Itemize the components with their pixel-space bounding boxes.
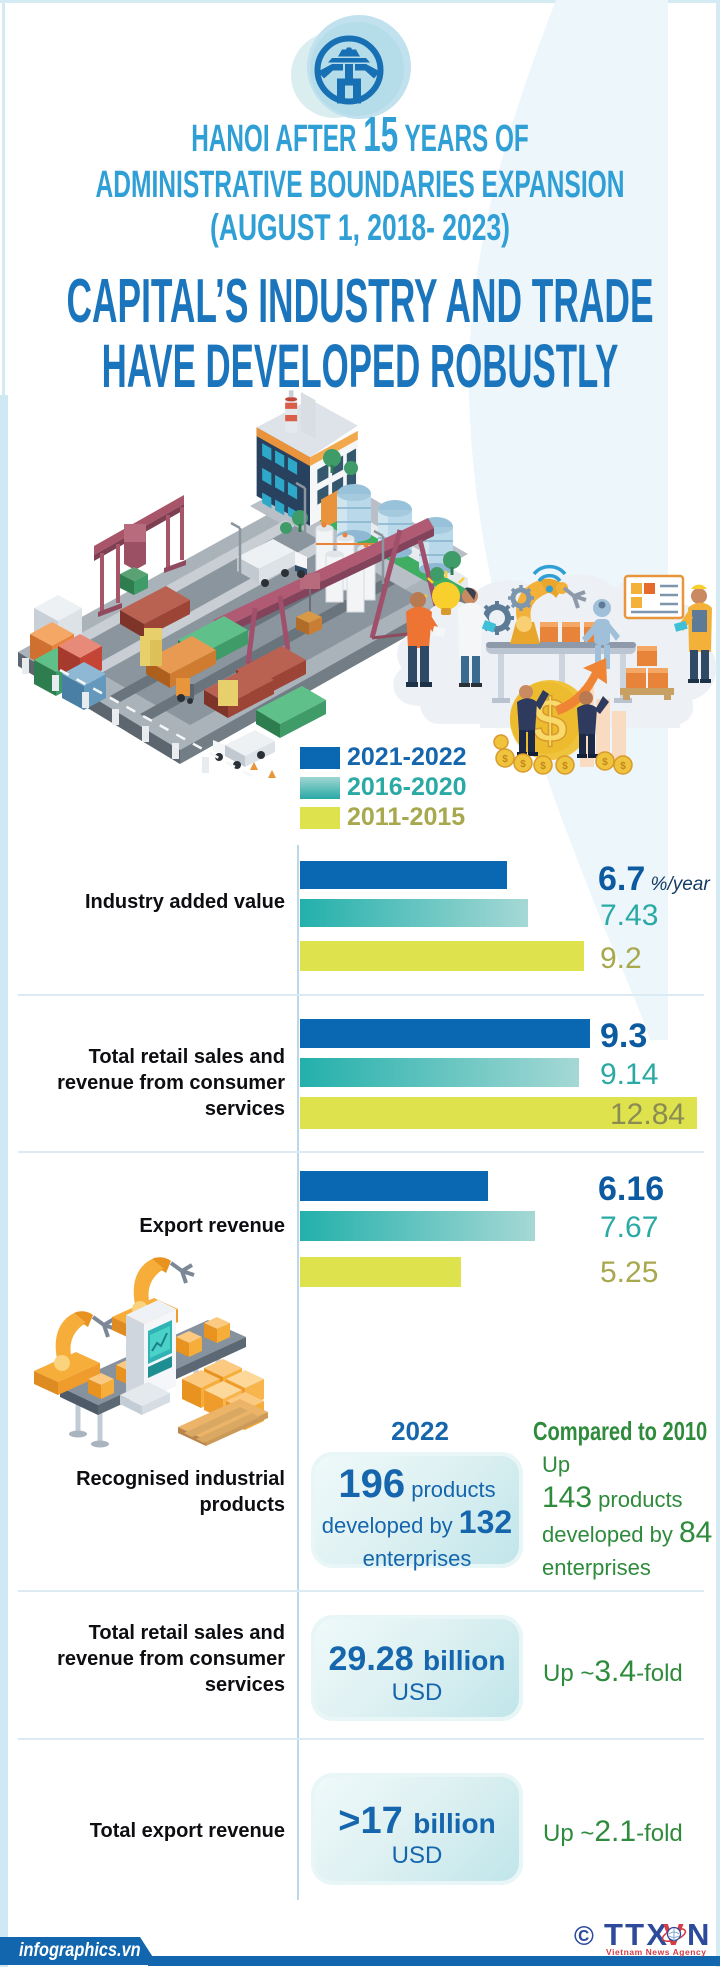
svg-text:©: © [574,1921,594,1951]
svg-text:$: $ [533,687,567,756]
svg-text:$: $ [540,761,546,772]
svg-text:$: $ [502,754,508,765]
svg-text:$: $ [520,759,526,770]
svg-text:$: $ [602,757,608,768]
svg-text:N: N [687,1917,709,1952]
svg-text:TTX: TTX [604,1917,667,1952]
svg-text:$: $ [620,761,626,772]
svg-text:$: $ [562,761,568,772]
svg-text:Vietnam News Agency: Vietnam News Agency [606,1947,706,1957]
